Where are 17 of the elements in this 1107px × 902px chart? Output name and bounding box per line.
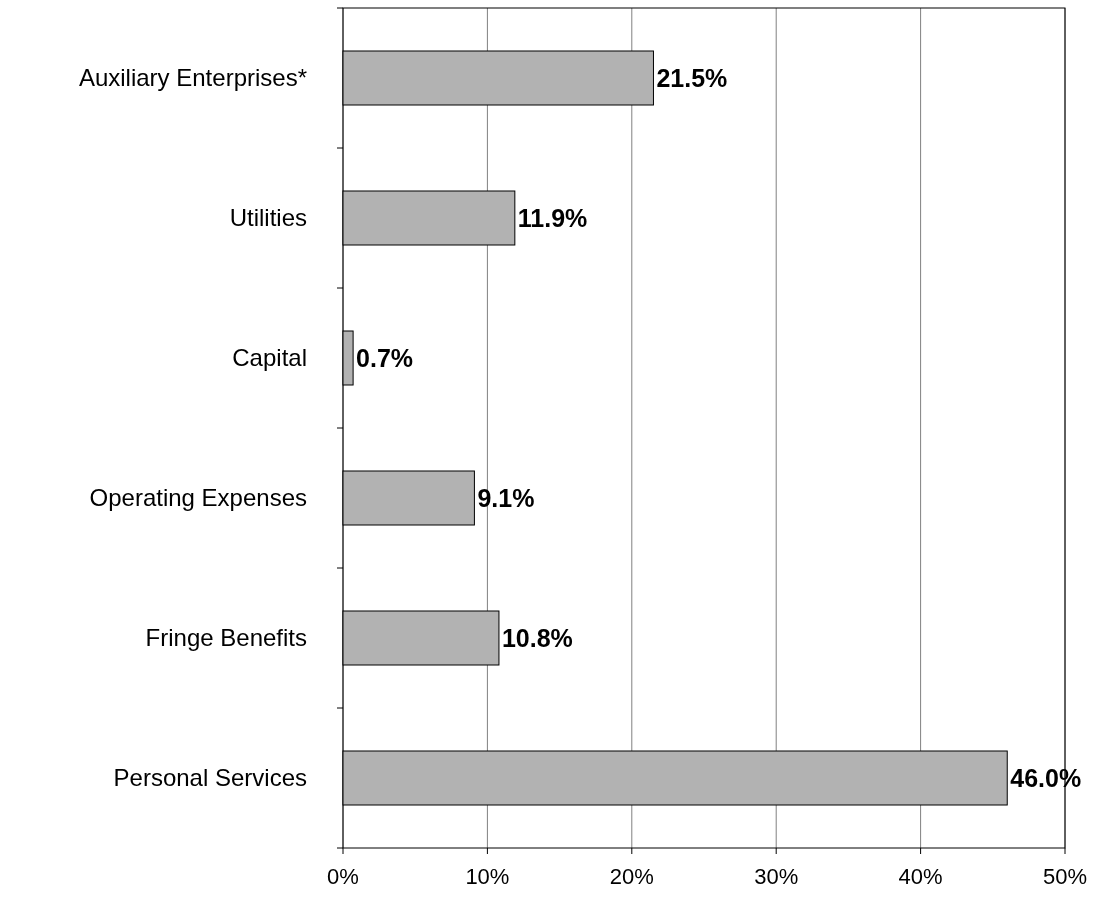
x-tick-label: 40%: [898, 864, 943, 889]
y-tick-label: Capital: [232, 344, 307, 372]
x-tick-label: 20%: [609, 864, 654, 889]
x-tick-label: 10%: [465, 864, 510, 889]
y-tick-label: Fringe Benefits: [145, 624, 307, 652]
y-tick-label: Personal Services: [113, 764, 307, 792]
x-tick-label: 0%: [327, 864, 359, 889]
data-label: 9.1%: [477, 483, 535, 512]
x-tick-label: 50%: [1042, 864, 1088, 889]
x-tick-label: 30%: [754, 864, 799, 889]
data-label: 0.7%: [356, 343, 414, 372]
y-tick-label: Operating Expenses: [89, 484, 307, 512]
data-label: 11.9%: [517, 203, 588, 232]
y-tick-label: Utilities: [229, 204, 307, 232]
data-label: 21.5%: [656, 63, 728, 92]
y-tick-label: Auxiliary Enterprises*: [78, 64, 307, 92]
data-label: 10.8%: [501, 623, 573, 652]
